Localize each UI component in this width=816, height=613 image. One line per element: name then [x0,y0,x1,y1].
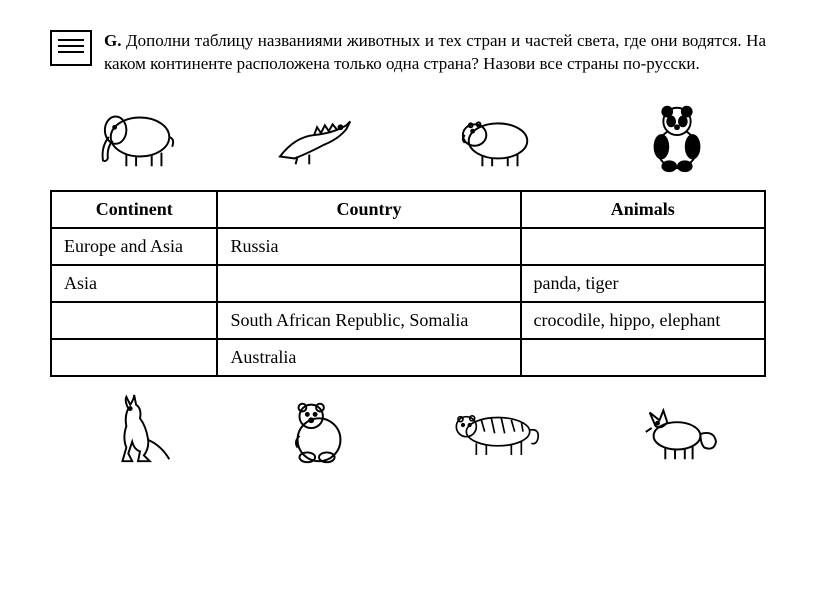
bear-icon [269,391,369,469]
cell-continent: Europe and Asia [51,228,217,265]
cell-country: Australia [217,339,520,376]
instruction-body: Дополни таблицу названиями животных и те… [104,31,766,73]
table-header-row: Continent Country Animals [51,191,765,228]
hippo-icon [448,98,548,176]
cell-animals [521,339,766,376]
fox-icon [627,391,727,469]
tiger-icon [448,391,548,469]
kangaroo-icon [90,391,190,469]
header: G. Дополни таблицу названиями животных и… [50,30,766,76]
cell-continent: Asia [51,265,217,302]
panda-icon [627,98,727,176]
cell-animals [521,228,766,265]
cell-animals: panda, tiger [521,265,766,302]
table-row: Asia panda, tiger [51,265,765,302]
worksheet-page: G. Дополни таблицу названиями животных и… [0,0,816,513]
instruction-text: G. Дополни таблицу названиями животных и… [104,30,766,76]
cell-country: Russia [217,228,520,265]
exercise-letter: G. [104,31,121,50]
col-animals: Animals [521,191,766,228]
elephant-icon [90,98,190,176]
table-row: Australia [51,339,765,376]
notebook-icon [50,30,92,66]
bottom-animals-row [50,387,766,469]
table-row: Europe and Asia Russia [51,228,765,265]
cell-country: South African Republic, Somalia [217,302,520,339]
cell-animals: crocodile, hippo, elephant [521,302,766,339]
crocodile-icon [269,98,369,176]
cell-country [217,265,520,302]
col-country: Country [217,191,520,228]
table-row: South African Republic, Somalia crocodil… [51,302,765,339]
cell-continent [51,339,217,376]
col-continent: Continent [51,191,217,228]
cell-continent [51,302,217,339]
top-animals-row [50,94,766,176]
worksheet-table: Continent Country Animals Europe and Asi… [50,190,766,377]
